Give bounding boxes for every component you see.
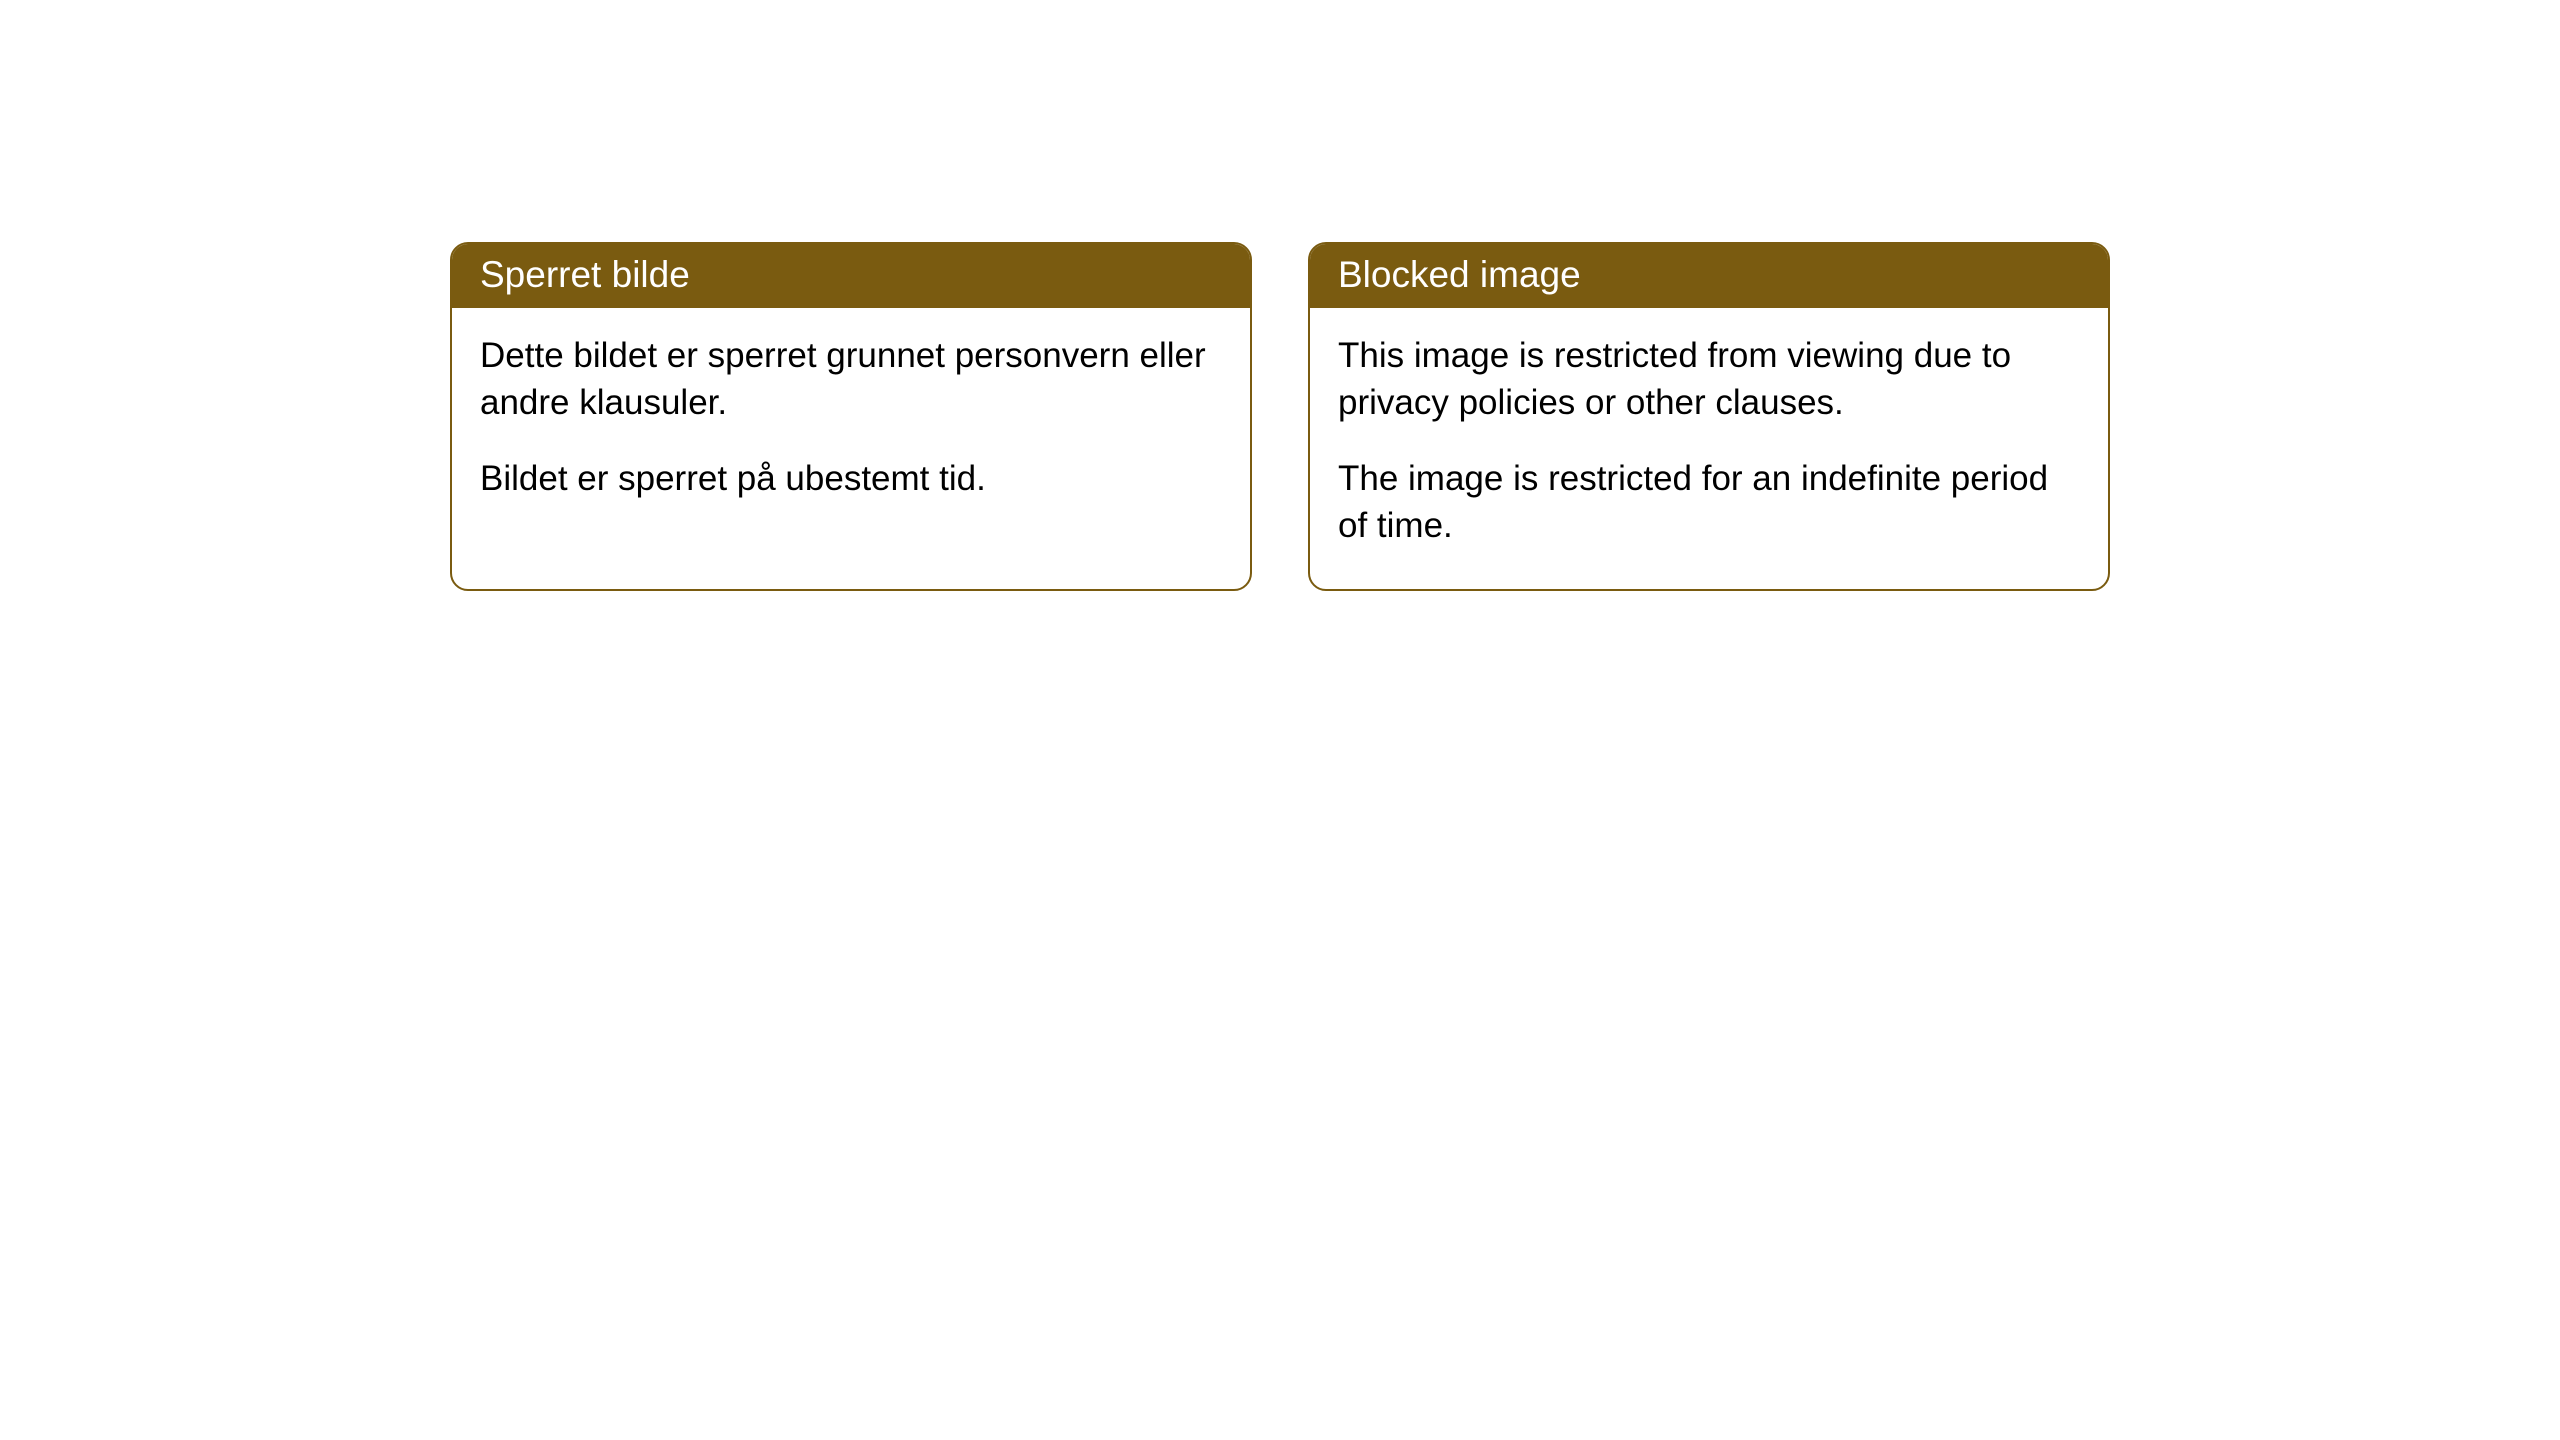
- card-header: Blocked image: [1310, 244, 2108, 308]
- card-paragraph: The image is restricted for an indefinit…: [1338, 455, 2080, 550]
- card-paragraph: Dette bildet er sperret grunnet personve…: [480, 332, 1222, 427]
- notice-card-container: Sperret bilde Dette bildet er sperret gr…: [450, 242, 2110, 591]
- card-paragraph: Bildet er sperret på ubestemt tid.: [480, 455, 1222, 502]
- card-title: Blocked image: [1338, 254, 1581, 295]
- notice-card-english: Blocked image This image is restricted f…: [1308, 242, 2110, 591]
- card-paragraph: This image is restricted from viewing du…: [1338, 332, 2080, 427]
- card-body: This image is restricted from viewing du…: [1310, 308, 2108, 589]
- card-title: Sperret bilde: [480, 254, 690, 295]
- card-body: Dette bildet er sperret grunnet personve…: [452, 308, 1250, 542]
- notice-card-norwegian: Sperret bilde Dette bildet er sperret gr…: [450, 242, 1252, 591]
- card-header: Sperret bilde: [452, 244, 1250, 308]
